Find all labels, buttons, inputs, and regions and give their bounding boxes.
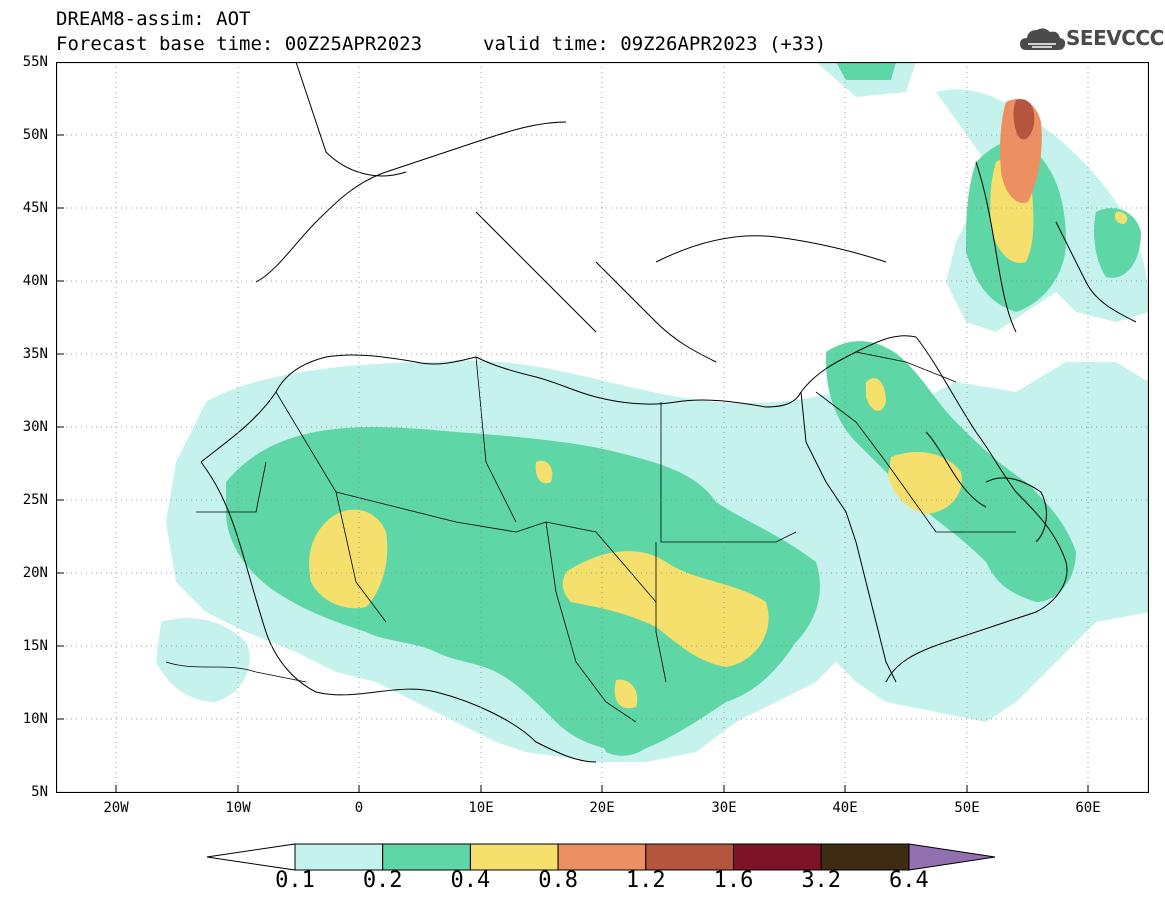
- colorbar-label: 0.8: [538, 868, 578, 893]
- aot-level-1-2: [1013, 99, 1035, 140]
- coastlines: [200, 62, 1137, 763]
- lon-label: 20E: [589, 800, 615, 816]
- forecast-base-time: Forecast base time: 00Z25APR2023: [56, 33, 423, 55]
- colorbar-label: 0.2: [362, 868, 403, 893]
- lat-label: 55N: [22, 54, 48, 70]
- colorbar-label: 3.2: [801, 868, 842, 893]
- colorbar-high-arrow: [908, 843, 996, 871]
- colorbar-swatch: [645, 843, 734, 871]
- colorbar-label: 0.4: [450, 868, 491, 893]
- colorbar-label: 6.4: [889, 868, 929, 893]
- lat-label: 30N: [22, 419, 48, 435]
- lat-label: 15N: [22, 638, 48, 654]
- lon-label: 30E: [711, 800, 737, 816]
- aot-level-0-4: [309, 158, 1128, 709]
- colorbar-swatch: [557, 843, 647, 871]
- lat-label: 10N: [22, 711, 48, 727]
- cloud-logo-icon: [1020, 28, 1066, 50]
- lat-label: 20N: [22, 565, 48, 581]
- colorbar-swatch: [294, 843, 384, 871]
- lat-label: 40N: [22, 273, 48, 289]
- logo-text: SEEVCCC: [1066, 26, 1164, 50]
- colorbar-low-arrow: [206, 843, 296, 871]
- lon-label: 10W: [225, 800, 251, 816]
- colorbar: [206, 843, 996, 871]
- colorbar-label: 1.2: [625, 868, 666, 893]
- lon-label: 0: [354, 800, 364, 816]
- lat-label: 5N: [31, 784, 48, 800]
- colorbar-swatch: [469, 843, 559, 871]
- colorbar-label: 1.6: [713, 868, 754, 893]
- lat-label: 45N: [22, 200, 48, 216]
- lon-label: 60E: [1075, 800, 1101, 816]
- lat-label: 50N: [22, 127, 48, 143]
- valid-time: valid time: 09Z26APR2023 (+33): [483, 33, 827, 55]
- lon-label: 40E: [832, 800, 858, 816]
- lat-label: 25N: [22, 492, 48, 508]
- borders: [165, 351, 1016, 723]
- colorbar-label: 0.1: [275, 868, 315, 893]
- aot-map: [56, 62, 1149, 793]
- axis-ticks: [56, 134, 1089, 793]
- colorbar-swatch: [820, 843, 910, 871]
- lon-label: 10E: [468, 800, 494, 816]
- colorbar-swatch: [733, 843, 822, 871]
- map-title: DREAM8-assim: AOT: [56, 8, 251, 30]
- graticule: [56, 62, 1149, 793]
- lat-label: 35N: [22, 346, 48, 362]
- lon-label: 20W: [103, 800, 129, 816]
- lon-label: 50E: [954, 800, 980, 816]
- colorbar-swatch: [382, 843, 471, 871]
